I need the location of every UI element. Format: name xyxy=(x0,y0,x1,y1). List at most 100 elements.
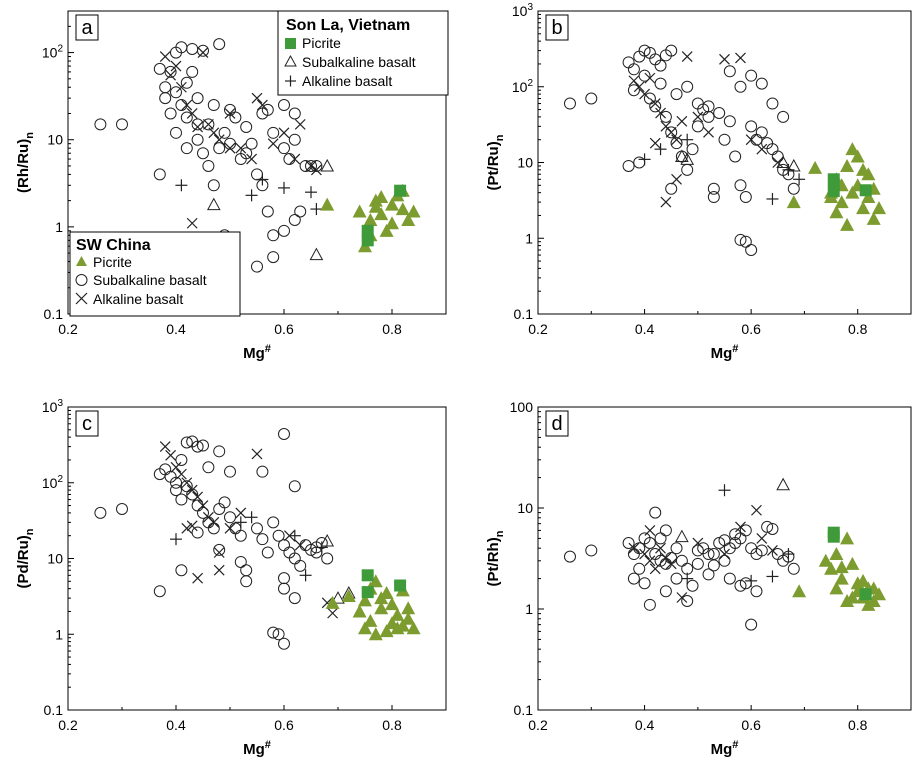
point-subalkaline-basalt-china xyxy=(691,557,704,570)
data-points xyxy=(563,44,887,256)
point-alkaline-basalt-vietnam xyxy=(234,516,247,529)
x-stroke xyxy=(224,522,236,534)
y-axis-title: (Pt/Rh)n xyxy=(485,530,506,586)
x-stroke xyxy=(644,524,656,536)
point-subalkaline-basalt-china xyxy=(670,88,683,101)
point-subalkaline-basalt-china xyxy=(213,543,226,556)
point-subalkaline-basalt-china xyxy=(649,506,662,519)
legend-vietnam-alkaline-label: Alkaline basalt xyxy=(302,73,392,89)
x-stroke xyxy=(628,542,640,554)
x-stroke xyxy=(671,134,682,146)
point-subalkaline-basalt-china xyxy=(251,260,263,273)
point-subalkaline-basalt-china xyxy=(691,120,704,133)
point-picrite-china xyxy=(406,204,421,218)
point-picrite-china xyxy=(829,581,844,595)
point-subalkaline-basalt-china xyxy=(745,243,758,256)
point-subalkaline-basalt-china xyxy=(686,143,699,156)
point-alkaline-basalt-china xyxy=(224,522,236,534)
data-points xyxy=(563,477,887,631)
panel-label-text: b xyxy=(551,17,562,39)
series-x xyxy=(628,504,778,603)
point-subalkaline-basalt-china xyxy=(707,191,720,204)
point-picrite-china xyxy=(374,190,389,204)
point-alkaline-basalt-china xyxy=(267,138,279,150)
point-subalkaline-basalt-china xyxy=(234,555,247,568)
point-subalkaline-basalt-china xyxy=(643,537,656,550)
point-subalkaline-basalt-china xyxy=(755,544,768,557)
point-subalkaline-basalt-vietnam xyxy=(776,477,790,491)
point-subalkaline-basalt-china xyxy=(681,80,694,93)
point-subalkaline-basalt-china xyxy=(305,543,317,556)
panel-d: 0.2 0.4 0.6 0.8 0.1 1 10 100 Mg# (Pt/Rh)n d xyxy=(485,399,912,758)
point-subalkaline-basalt-china xyxy=(659,585,672,598)
point-alkaline-basalt-china xyxy=(208,516,220,528)
series-triangle-filled xyxy=(792,531,887,611)
point-subalkaline-basalt-china xyxy=(288,107,301,120)
x-stroke xyxy=(251,448,263,460)
x-stroke xyxy=(165,69,177,81)
point-subalkaline-basalt-china xyxy=(278,637,290,650)
point-subalkaline-basalt-china xyxy=(170,126,182,139)
x-axis-title: Mg# xyxy=(243,343,271,362)
point-picrite-china xyxy=(818,553,833,567)
plot-frame xyxy=(67,406,447,711)
point-subalkaline-basalt-china xyxy=(267,516,280,529)
x-tick-label: 0.8 xyxy=(382,717,402,733)
point-subalkaline-basalt-china xyxy=(750,585,763,598)
point-subalkaline-basalt-china xyxy=(702,100,715,113)
point-subalkaline-basalt-china xyxy=(170,484,182,497)
point-subalkaline-basalt-china xyxy=(202,118,215,131)
point-subalkaline-basalt-china xyxy=(723,115,736,128)
point-alkaline-basalt-china xyxy=(649,563,661,575)
point-alkaline-basalt-vietnam xyxy=(681,572,694,585)
point-subalkaline-basalt-china xyxy=(191,133,204,146)
point-alkaline-basalt-vietnam xyxy=(718,484,731,497)
point-picrite-china xyxy=(379,586,394,600)
point-subalkaline-basalt-china xyxy=(675,554,688,567)
point-subalkaline-basalt-china xyxy=(777,110,790,123)
x-stroke xyxy=(175,468,187,480)
point-alkaline-basalt-china xyxy=(294,118,306,130)
y-axis-title: (Pd/Ru)n xyxy=(15,528,36,588)
point-alkaline-basalt-vietnam xyxy=(766,192,779,205)
x-stroke xyxy=(321,597,333,609)
point-subalkaline-basalt-china xyxy=(294,205,307,218)
x-stroke xyxy=(251,92,263,104)
x-stroke xyxy=(310,164,322,176)
point-picrite-china xyxy=(829,205,844,219)
panel-label-text: c xyxy=(82,413,92,435)
y-tick-label: 10 xyxy=(517,155,533,171)
x-stroke xyxy=(186,520,198,532)
point-alkaline-basalt-china xyxy=(170,60,182,72)
point-picrite-china xyxy=(840,217,855,231)
x-tick-label: 0.4 xyxy=(635,717,655,733)
y-tick-label: 0.1 xyxy=(514,702,534,718)
point-subalkaline-basalt-china xyxy=(267,126,280,139)
point-picrite-vietnam xyxy=(827,530,840,543)
y-tick-label: 1 xyxy=(525,230,533,246)
x-stroke xyxy=(745,134,757,146)
x-tick-label: 0.8 xyxy=(848,717,868,733)
point-picrite-china xyxy=(385,197,399,211)
point-subalkaline-basalt-china xyxy=(261,205,274,218)
point-subalkaline-basalt-china xyxy=(234,529,247,542)
point-subalkaline-basalt-china xyxy=(256,107,269,120)
point-alkaline-basalt-china xyxy=(235,142,247,154)
point-subalkaline-basalt-china xyxy=(180,142,193,155)
point-subalkaline-basalt-china xyxy=(288,592,301,605)
point-alkaline-basalt-china xyxy=(305,160,317,172)
x-stroke xyxy=(181,99,193,111)
series-triangle-open xyxy=(206,158,335,261)
point-subalkaline-basalt-china xyxy=(734,179,747,192)
x-tick-label: 0.8 xyxy=(382,321,402,337)
point-alkaline-basalt-china xyxy=(735,521,746,533)
point-subalkaline-basalt-china xyxy=(745,69,758,82)
point-subalkaline-basalt-china xyxy=(288,213,301,226)
x-stroke xyxy=(202,118,214,130)
x-stroke xyxy=(660,196,672,208)
legend-china-frame xyxy=(69,231,241,317)
point-alkaline-basalt-china xyxy=(692,537,704,549)
point-subalkaline-basalt-china xyxy=(191,440,204,453)
x-stroke xyxy=(235,142,247,154)
point-subalkaline-basalt-china xyxy=(321,552,334,565)
